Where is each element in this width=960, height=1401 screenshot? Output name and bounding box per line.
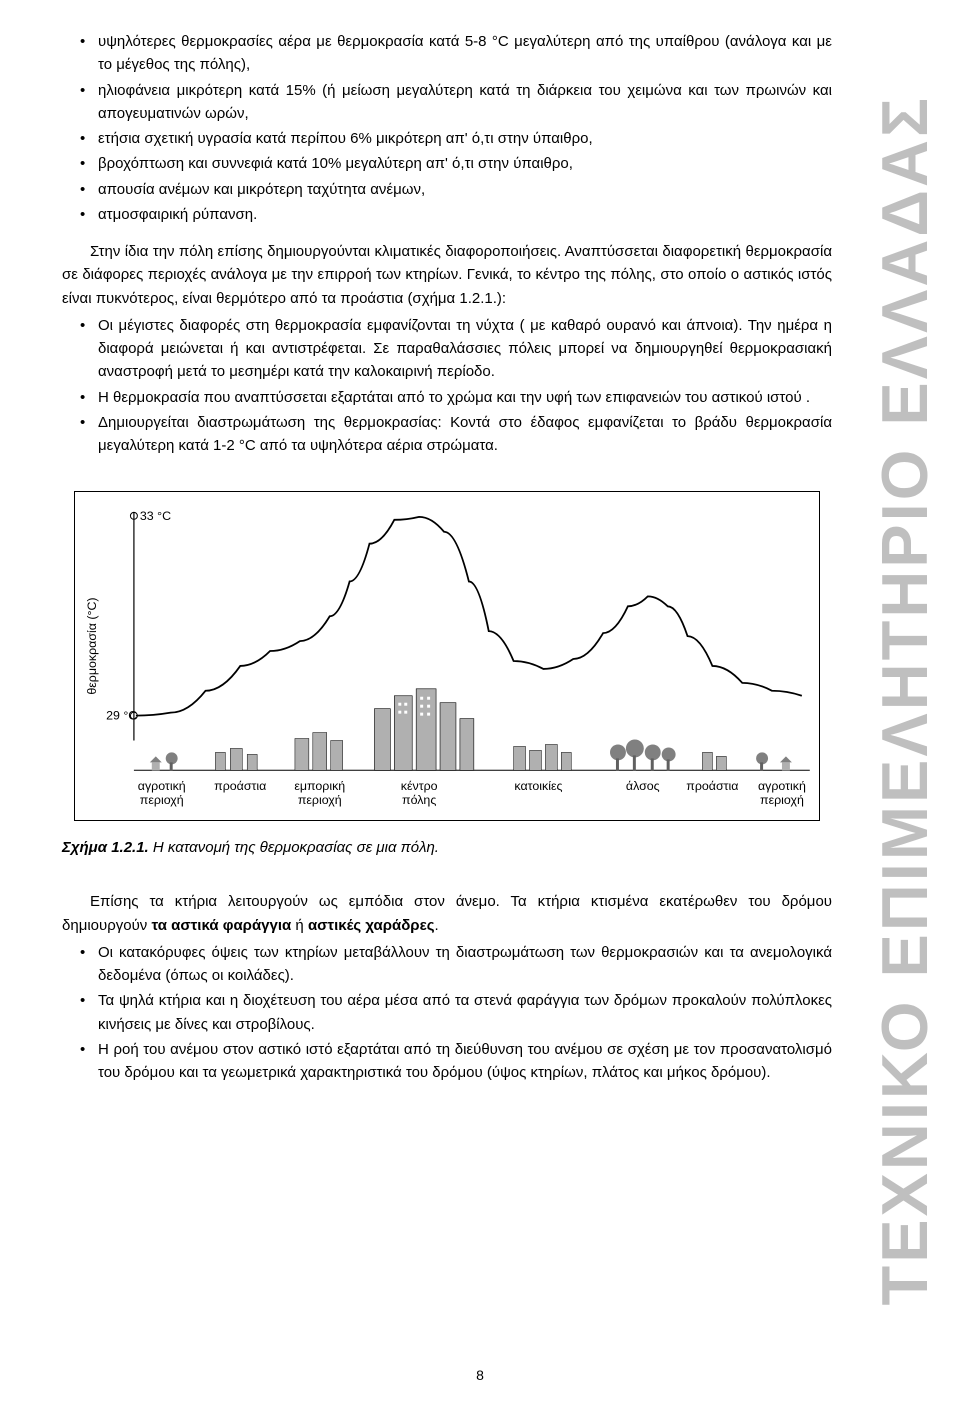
- y-tick-top: 33 °C: [140, 509, 171, 523]
- svg-text:κατοικίες: κατοικίες: [514, 779, 562, 793]
- city-center-icons: [374, 689, 473, 771]
- svg-text:αγροτικήπεριοχή: αγροτικήπεριοχή: [138, 779, 186, 807]
- figure-caption-number: Σχήμα 1.2.1.: [62, 839, 149, 856]
- residence-icons: [514, 745, 572, 771]
- svg-text:άλσος: άλσος: [626, 779, 660, 793]
- svg-text:κέντροπόλης: κέντροπόλης: [401, 779, 438, 807]
- list-item: Τα ψηλά κτήρια και η διοχέτευση του αέρα…: [98, 989, 832, 1036]
- commercial-icons: [295, 733, 343, 771]
- svg-text:εμπορικήπεριοχή: εμπορικήπεριοχή: [294, 779, 345, 807]
- page-content: υψηλότερες θερμοκρασίες αέρα με θερμοκρα…: [62, 30, 832, 1086]
- list-item: βροχόπτωση και συννεφιά κατά 10% μεγαλύτ…: [98, 152, 832, 175]
- temperature-curve: [136, 517, 802, 716]
- x-axis-labels: αγροτικήπεριοχή προάστια εμπορικήπεριοχή…: [138, 779, 806, 807]
- figure-caption-text: Η κατανομή της θερμοκρασίας σε μια πόλη.: [149, 839, 439, 856]
- bullet-list-2: Οι μέγιστες διαφορές στη θερμοκρασία εμφ…: [62, 314, 832, 458]
- rural-left-icons: [150, 753, 178, 771]
- suburb-right-icons: [702, 753, 726, 771]
- svg-text:προάστια: προάστια: [214, 779, 266, 793]
- sidebar-vertical-title: ΤΕΧΝΙΚΟ ΕΠΙΜΕΛΗΤΗΡΙΟ ΕΛΛΑΔΑΣ: [867, 0, 942, 1401]
- list-item: ηλιοφάνεια μικρότερη κατά 15% (ή μείωση …: [98, 79, 832, 126]
- list-item: Η θερμοκρασία που αναπτύσσεται εξαρτάται…: [98, 386, 832, 409]
- bullet-list-1: υψηλότερες θερμοκρασίες αέρα με θερμοκρα…: [62, 30, 832, 226]
- grove-icons: [610, 740, 676, 771]
- list-item: Δημιουργείται διαστρωμάτωση της θερμοκρα…: [98, 411, 832, 458]
- svg-text:αγροτικήπεριοχή: αγροτικήπεριοχή: [758, 779, 806, 807]
- list-item: υψηλότερες θερμοκρασίες αέρα με θερμοκρα…: [98, 30, 832, 77]
- y-axis-label: θερμοκρασία (°C): [85, 598, 99, 695]
- paragraph-2: Επίσης τα κτήρια λειτουργούν ως εμπόδια …: [62, 890, 832, 937]
- temperature-profile-chart: θερμοκρασία (°C) 33 °C 29 °C: [75, 492, 819, 820]
- figure-chart: θερμοκρασία (°C) 33 °C 29 °C: [74, 491, 820, 821]
- y-tick-bottom: 29 °C: [106, 709, 137, 723]
- figure-caption: Σχήμα 1.2.1. Η κατανομή της θερμοκρασίας…: [62, 839, 832, 856]
- list-item: απουσία ανέμων και μικρότερη ταχύτητα αν…: [98, 178, 832, 201]
- rural-right-icons: [756, 753, 792, 771]
- svg-text:προάστια: προάστια: [686, 779, 738, 793]
- list-item: ατμοσφαιρική ρύπανση.: [98, 203, 832, 226]
- list-item: ετήσια σχετική υγρασία κατά περίπου 6% μ…: [98, 127, 832, 150]
- list-item: Οι κατακόρυφες όψεις των κτηρίων μεταβάλ…: [98, 941, 832, 988]
- list-item: Οι μέγιστες διαφορές στη θερμοκρασία εμφ…: [98, 314, 832, 384]
- sidebar-title-text: ΤΕΧΝΙΚΟ ΕΠΙΜΕΛΗΤΗΡΙΟ ΕΛΛΑΔΑΣ: [867, 95, 942, 1306]
- list-item: Η ροή του ανέμου στον αστικό ιστό εξαρτά…: [98, 1038, 832, 1085]
- page-number: 8: [0, 1367, 960, 1383]
- paragraph-1: Στην ίδια την πόλη επίσης δημιουργούνται…: [62, 240, 832, 310]
- suburb-left-icons: [215, 749, 257, 771]
- bullet-list-3: Οι κατακόρυφες όψεις των κτηρίων μεταβάλ…: [62, 941, 832, 1085]
